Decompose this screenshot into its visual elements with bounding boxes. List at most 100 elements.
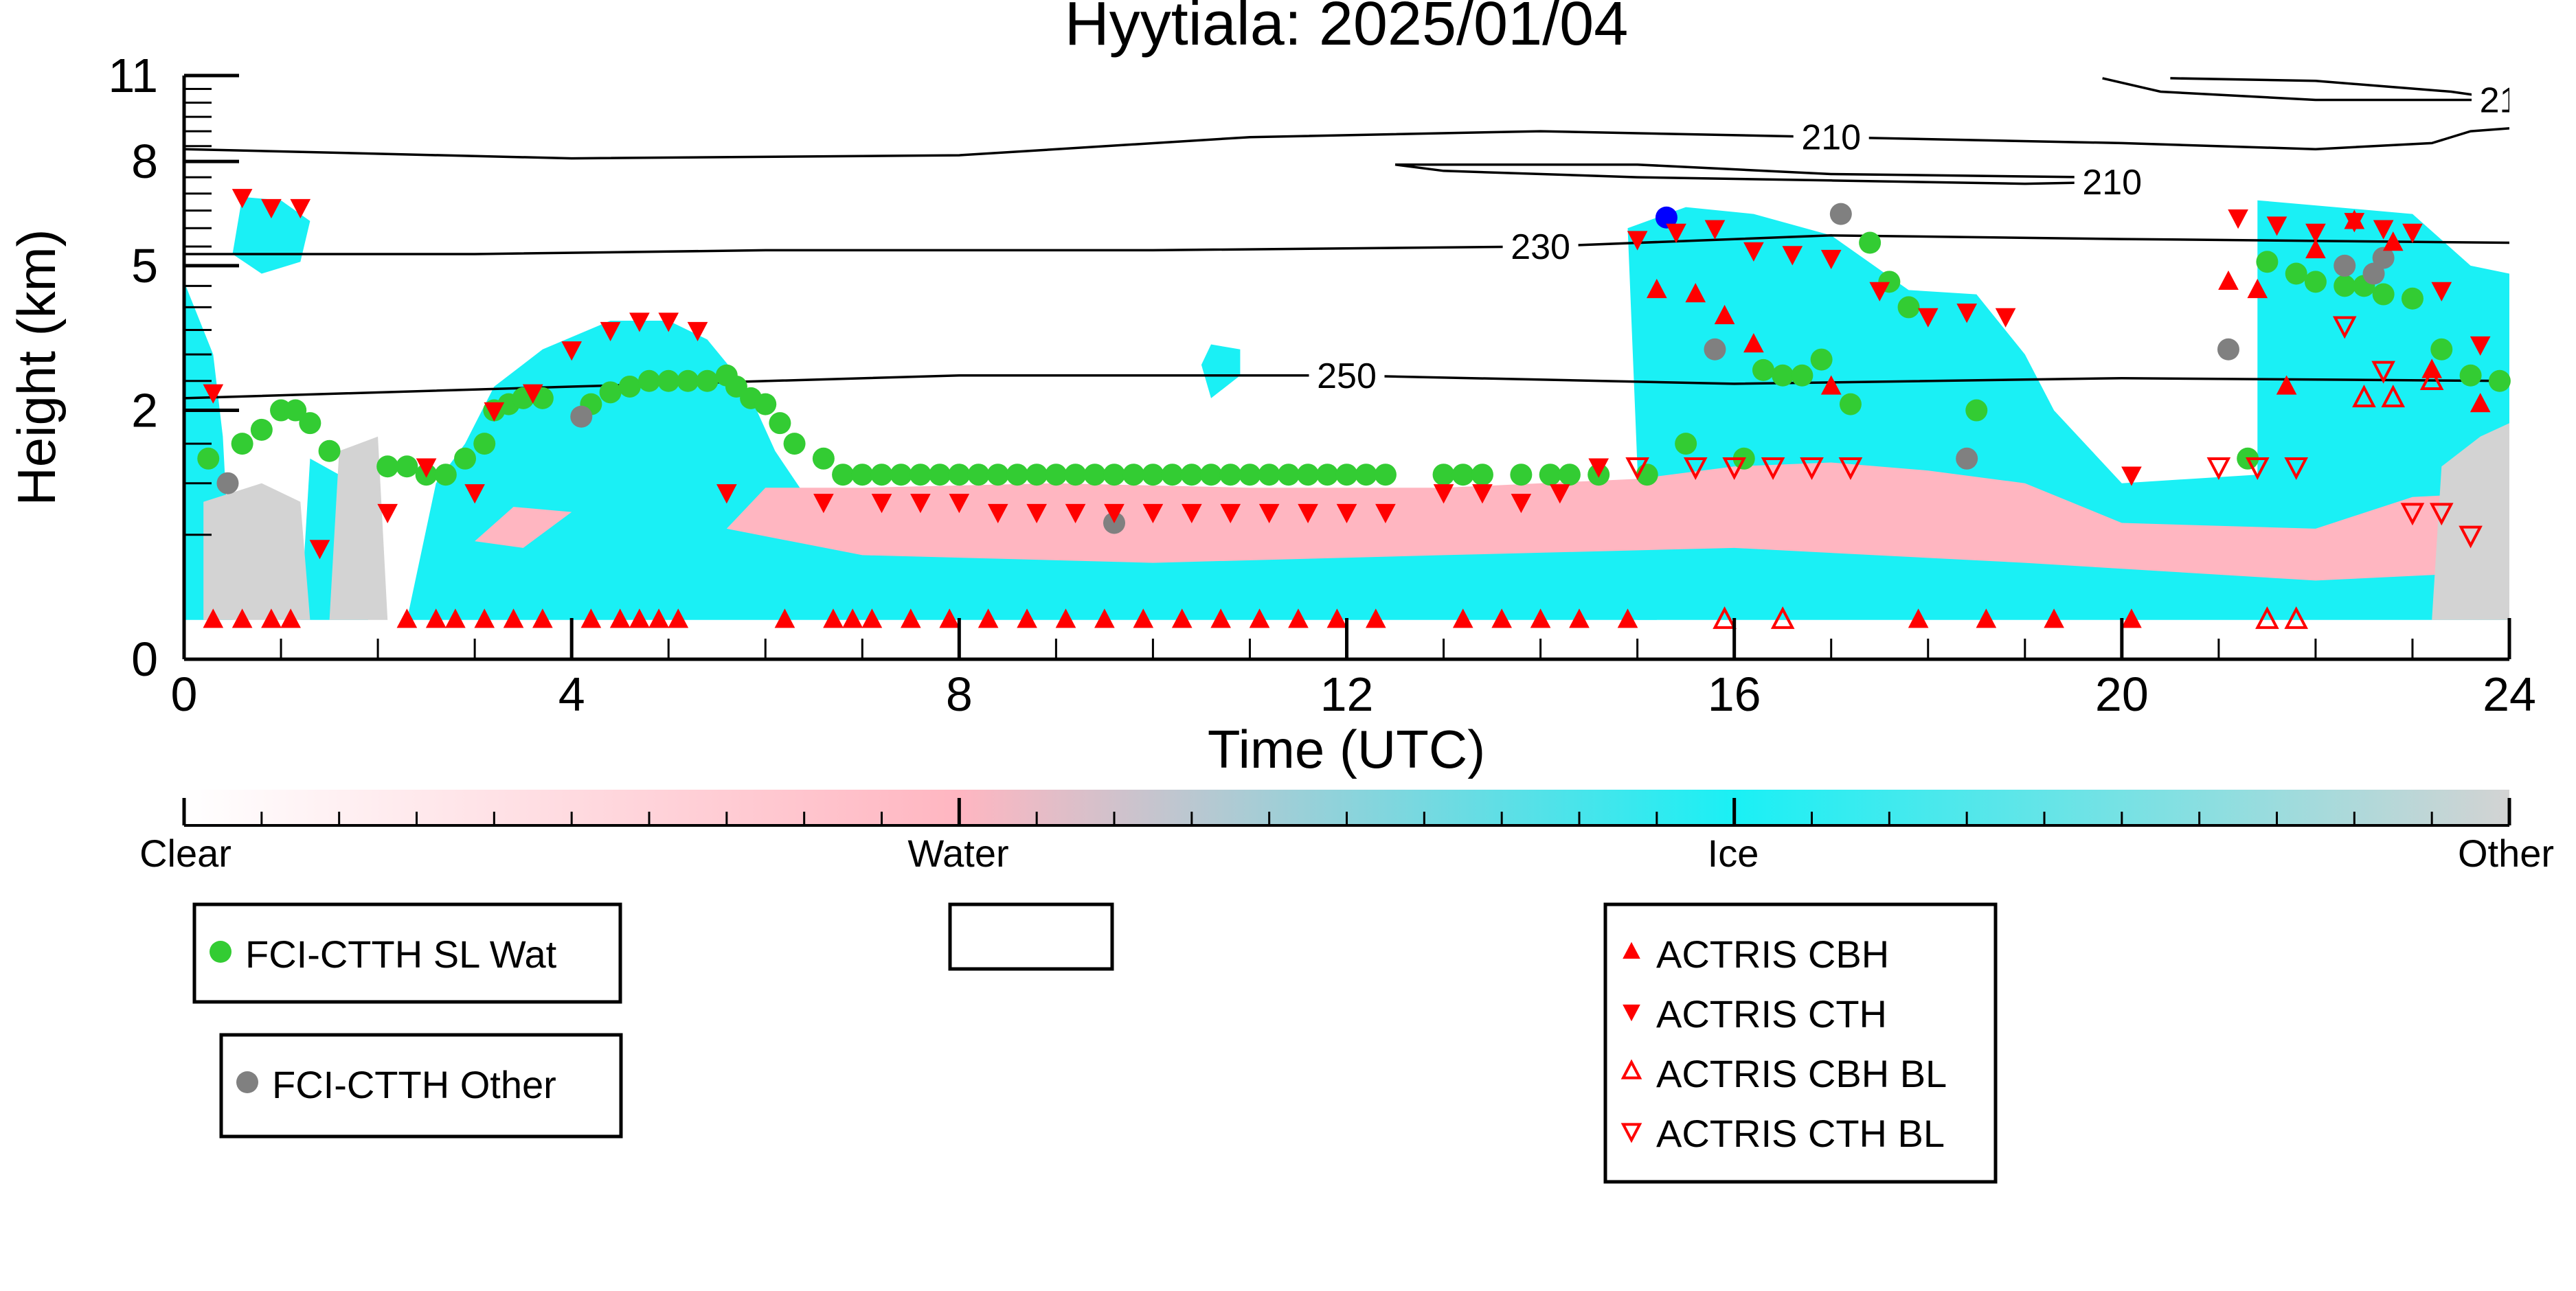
point-actris-cbh-11: [609, 608, 631, 628]
point-fci-ctth-sl-wat-49: [1180, 464, 1203, 486]
point-actris-cbh-33: [1491, 608, 1512, 628]
point-fci-ctth-sl-wat-50: [1200, 464, 1223, 486]
point-actris-cth-14: [687, 321, 708, 342]
point-fci-ctth-sl-wat-80: [2256, 251, 2279, 273]
point-actris-cth-53: [2431, 282, 2452, 301]
contour-label-bg-1: [2074, 161, 2150, 200]
point-fci-ctth-other-5: [1956, 447, 1978, 470]
point-actris-cbh-48: [2276, 375, 2297, 395]
point-actris-cbh-bl-4: [2352, 385, 2376, 408]
point-actris-cbh-bl-1: [1770, 606, 1795, 629]
point-actris-cth-54: [2470, 336, 2491, 356]
colorbar-labels: Clear Water Ice Other: [139, 832, 2554, 875]
point-actris-cbh-40: [1743, 333, 1764, 353]
point-actris-cth-20: [987, 503, 1008, 524]
point-fci-ctth-sl-wat-61: [1451, 464, 1474, 486]
point-fci-ctth-sl-wat-70: [1752, 358, 1774, 381]
point-actris-cth-29: [1336, 503, 1357, 524]
x-tick-label-16: 16: [1708, 667, 1761, 721]
point-actris-cth-7: [464, 484, 485, 504]
point-fci-ctth-sl-wat-31: [832, 464, 855, 486]
x-ticks: 0 4 8 12 16 20 24: [171, 618, 2536, 721]
point-actris-cbh-47: [2247, 278, 2268, 299]
point-actris-cbh-17: [842, 608, 863, 628]
point-fci-ctth-sl-wat-27: [754, 393, 777, 415]
point-actris-cbh-27: [1210, 608, 1231, 628]
point-fci-ctth-sl-wat-32: [851, 464, 874, 486]
point-actris-cbh-38: [1685, 283, 1706, 303]
x-axis-label: Time (UTC): [1208, 719, 1485, 779]
point-actris-cbh-10: [580, 608, 602, 628]
contour-label-bg-3: [1502, 225, 1579, 264]
point-fci-ctth-sl-wat-10: [434, 464, 457, 486]
x-tick-label-24: 24: [2483, 667, 2536, 721]
point-actris-cbh-39: [1714, 304, 1735, 325]
point-actris-cth-10: [561, 341, 582, 361]
point-actris-cth-39: [1743, 242, 1764, 262]
point-fci-ctth-sl-wat-40: [1006, 464, 1028, 486]
y-tick-label-2: 2: [131, 384, 158, 437]
point-actris-cth-32: [1472, 484, 1493, 504]
point-actris-cbh-15: [774, 608, 795, 628]
cloud-phase-regions: [184, 196, 2509, 620]
point-fci-ctth-sl-wat-83: [2334, 275, 2356, 297]
legend-box-1: [219, 1033, 623, 1139]
point-fci-ctth-sl-wat-59: [1374, 464, 1397, 486]
data-markers: [197, 189, 2511, 629]
x-tick-label-20: 20: [2095, 667, 2149, 721]
point-actris-cbh-26: [1171, 608, 1193, 628]
point-actris-cth-15: [716, 484, 737, 504]
legend-marker-actris-cbh: [1623, 941, 1640, 959]
point-actris-cbh-18: [861, 608, 883, 628]
point-actris-cbh-22: [1017, 608, 1037, 628]
point-actris-cth-bl-12: [2429, 503, 2454, 526]
point-actris-cth-18: [910, 494, 931, 514]
cloud-region-other-11: [2432, 423, 2509, 620]
point-actris-cth-26: [1220, 503, 1241, 524]
point-fci-ctth-sl-wat-81: [2285, 262, 2307, 285]
point-actris-cbh-34: [1530, 608, 1551, 628]
point-actris-cth-bl-8: [2284, 457, 2309, 480]
chart-title: Hyytiala: 2025/01/04: [1065, 0, 1629, 58]
point-fci-ctth-sl-wat-42: [1045, 464, 1067, 486]
point-actris-cbh-bl-5: [2381, 385, 2406, 408]
point-fci-ctth-sl-wat-65: [1558, 464, 1581, 486]
point-actris-cth-19: [949, 494, 970, 514]
point-fci-ctth-sl-wat-0: [197, 447, 220, 470]
point-fci-ctth-sl-wat-68: [1675, 433, 1697, 455]
point-actris-cbh-29: [1288, 608, 1309, 628]
cloud-region-water-8: [726, 462, 2509, 581]
point-fci-ctth-sl-wat-34: [890, 464, 912, 486]
cloud-region-other-10: [329, 436, 388, 620]
point-actris-cbh-41: [1820, 375, 1842, 395]
point-fci-ctth-sl-wat-87: [2430, 338, 2453, 361]
point-fci-ctth-sl-wat-85: [2372, 283, 2395, 306]
y-ticks: 0 2 5 8 11: [108, 49, 239, 686]
point-fci-ctth-sl-wat-46: [1122, 464, 1145, 486]
point-actris-cbh-7: [474, 608, 495, 628]
point-actris-cth-49: [2305, 223, 2326, 243]
point-actris-cth-31: [1433, 484, 1454, 504]
point-fci-ctth-other-0: [216, 472, 239, 494]
point-fci-ctth-sl-wat-4: [284, 399, 307, 422]
point-fci-ctth-sl-wat-20: [638, 369, 660, 392]
point-fci-ctth-sl-wat-29: [783, 433, 806, 455]
point-actris-cbh-24: [1094, 608, 1115, 628]
point-actris-cbh-19: [900, 608, 921, 628]
point-actris-cbh-25: [1133, 608, 1154, 628]
point-fci-ctth-sl-wat-64: [1539, 464, 1561, 486]
point-actris-cth-3: [290, 198, 311, 219]
x-tick-label-8: 8: [946, 667, 973, 721]
point-actris-cbh-21: [978, 608, 999, 628]
colorbar-label-other: Other: [2458, 832, 2554, 875]
point-actris-cth-5: [377, 503, 398, 524]
point-fci-ctth-sl-wat-60: [1432, 464, 1455, 486]
colorbar-label-ice: Ice: [1708, 832, 1759, 875]
point-actris-cth-8: [484, 402, 505, 422]
point-actris-cbh-bl-0: [1713, 606, 1737, 629]
point-fci-ctth-other-1: [570, 405, 593, 428]
contour-label-210-2: 210: [2480, 81, 2540, 121]
point-actris-cth-51: [2373, 220, 2394, 240]
point-fci-ctth-sl-wat-77: [1897, 296, 1920, 319]
